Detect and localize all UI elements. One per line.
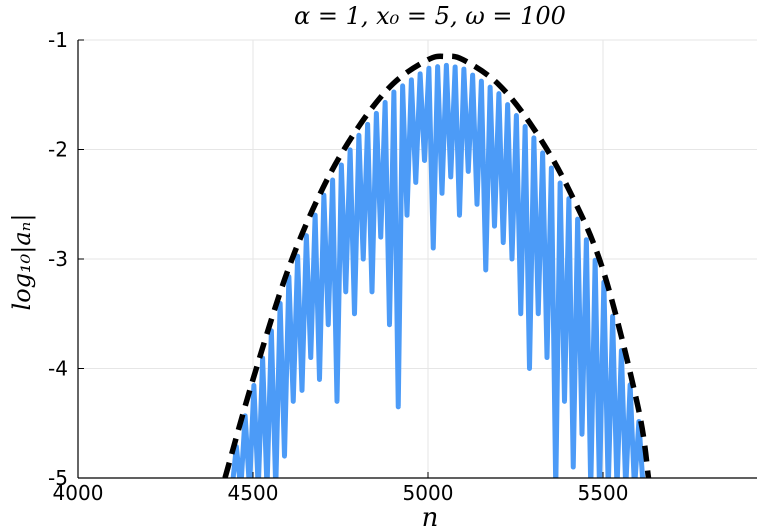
y-tick-label: -5 [48,466,68,490]
x-tick-label: 4500 [228,481,279,505]
y-tick-label: -3 [48,247,68,271]
y-tick-label: -1 [48,28,68,52]
x-tick-label: 5500 [578,481,629,505]
series-oscillating [230,62,646,478]
oscillating-line [230,62,646,478]
tick-labels: 4000 4500 5000 5500 -5 -4 -3 -2 -1 [48,28,628,505]
x-axis-label: n [422,503,439,532]
y-tick-label: -4 [48,357,68,381]
chart-title: α = 1, x₀ = 5, ω = 100 [294,2,566,30]
x-tick-label: 4000 [53,481,104,505]
x-tick-label: 5000 [403,481,454,505]
y-axis-label: log₁₀|aₙ| [8,214,37,311]
y-tick-label: -2 [48,138,68,162]
axes [77,39,757,479]
